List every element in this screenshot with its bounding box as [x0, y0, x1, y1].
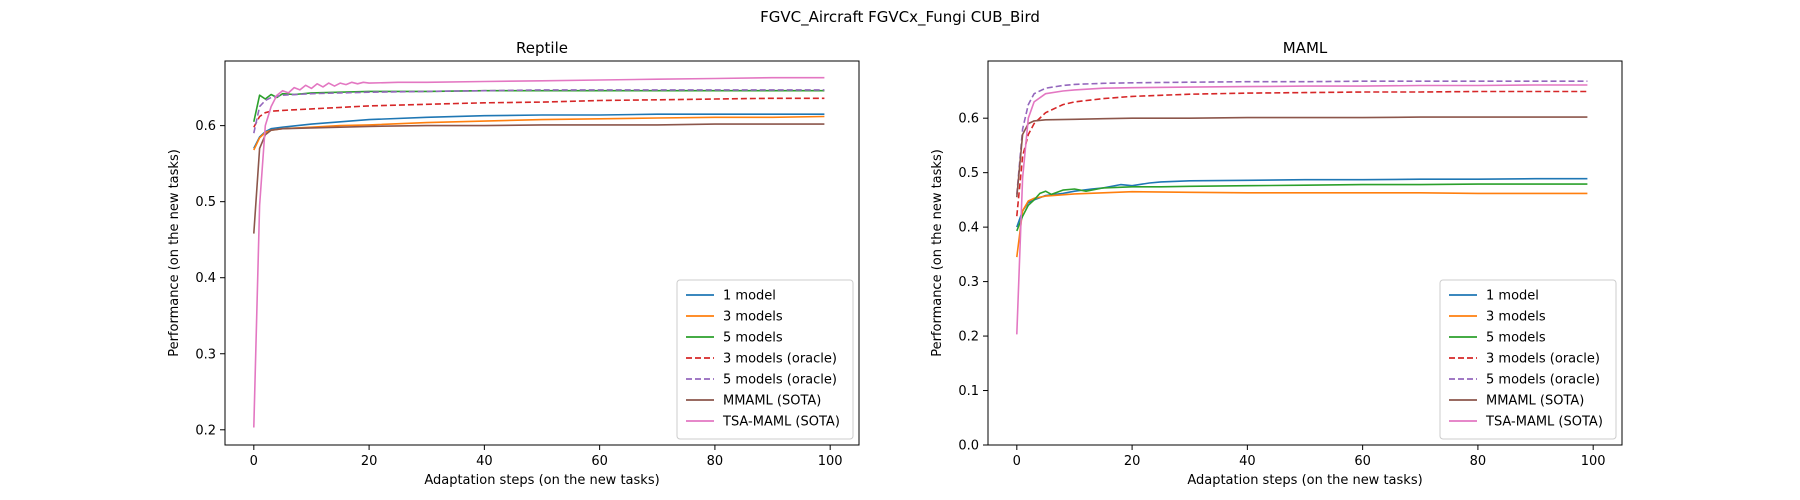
maml-series-line-7 — [1016, 84, 1588, 335]
reptile-legend-label-6: MMAML (SOTA) — [723, 394, 821, 409]
maml-legend-label-7: TSA-MAML (SOTA) — [1485, 415, 1603, 430]
reptile-legend-label-1: 1 model — [723, 289, 776, 304]
figure-suptitle: FGVC_Aircraft FGVCx_Fungi CUB_Bird — [760, 8, 1040, 27]
maml-x-tick-label: 0 — [1013, 454, 1021, 469]
reptile-legend: 1 model 3 models 5 models 3 models (oracle)… — [676, 279, 854, 440]
maml-series-line-6 — [1016, 116, 1588, 198]
reptile-x-axis-label: Adaptation steps (on the new tasks) — [424, 473, 659, 488]
maml-x-tick-label: 80 — [1470, 454, 1487, 469]
maml-y-tick-label: 0.6 — [958, 112, 979, 127]
reptile-x-tick-label: 100 — [818, 454, 843, 469]
reptile-chart-panel: 0 20 40 60 80 100 0.2 0.3 0.4 0.5 0.6 Reptile Adapta… — [167, 39, 860, 488]
maml-chart-title: MAML — [1283, 39, 1328, 57]
reptile-y-axis-label: Performance (on the new tasks) — [167, 149, 182, 357]
maml-y-tick-label: 0.2 — [958, 330, 979, 345]
reptile-y-tick-label: 0.4 — [195, 271, 216, 286]
reptile-y-tick-label: 0.6 — [195, 119, 216, 134]
reptile-y-tick-label: 0.2 — [195, 423, 216, 438]
maml-y-tick-label: 0.0 — [958, 439, 979, 454]
maml-legend-label-3: 5 models — [1486, 331, 1546, 346]
reptile-series-line-6 — [253, 123, 825, 234]
reptile-legend-label-5: 5 models (oracle) — [723, 373, 837, 388]
maml-chart-panel: 0 20 40 60 80 100 0.0 0.1 0.2 0.3 0.4 0.5 0.6 MAML Ada… — [930, 39, 1623, 488]
maml-x-tick-label: 20 — [1124, 454, 1141, 469]
maml-series-line-4 — [1016, 90, 1588, 217]
reptile-series-line-1 — [253, 113, 825, 149]
reptile-x-tick-label: 80 — [707, 454, 724, 469]
maml-legend-label-4: 3 models (oracle) — [1486, 352, 1600, 367]
reptile-series-line-2 — [253, 115, 825, 151]
reptile-series-line-7 — [253, 76, 825, 428]
maml-series-line-1 — [1016, 177, 1588, 228]
reptile-legend-label-7: TSA-MAML (SOTA) — [722, 415, 840, 430]
maml-x-axis-label: Adaptation steps (on the new tasks) — [1187, 473, 1422, 488]
maml-legend-label-2: 3 models — [1486, 310, 1546, 325]
maml-legend-label-6: MMAML (SOTA) — [1486, 394, 1584, 409]
reptile-x-tick-label: 0 — [250, 454, 258, 469]
maml-axes-frame — [987, 60, 1623, 446]
maml-legend-label-1: 1 model — [1486, 289, 1539, 304]
maml-legend-label-5: 5 models (oracle) — [1486, 373, 1600, 388]
reptile-legend-box — [676, 279, 854, 440]
maml-series-line-2 — [1016, 190, 1588, 258]
reptile-series-line-5 — [253, 89, 825, 134]
reptile-axes-frame — [224, 60, 860, 446]
maml-series-line-5 — [1016, 80, 1588, 195]
reptile-y-tick-label: 0.5 — [195, 195, 216, 210]
maml-y-tick-label: 0.1 — [958, 384, 979, 399]
maml-y-tick-label: 0.4 — [958, 221, 979, 236]
maml-x-tick-label: 100 — [1581, 454, 1606, 469]
maml-legend: 1 model 3 models 5 models 3 models (oracle)… — [1439, 279, 1617, 440]
maml-y-axis-label: Performance (on the new tasks) — [930, 149, 945, 357]
reptile-series-line-4 — [253, 97, 825, 128]
reptile-x-tick-label: 60 — [591, 454, 608, 469]
maml-x-tick-label: 40 — [1239, 454, 1256, 469]
reptile-x-tick-label: 20 — [361, 454, 378, 469]
reptile-legend-label-4: 3 models (oracle) — [723, 352, 837, 367]
maml-x-tick-label: 60 — [1354, 454, 1371, 469]
reptile-legend-label-2: 3 models — [723, 310, 783, 325]
maml-y-tick-label: 0.3 — [958, 275, 979, 290]
reptile-legend-label-3: 5 models — [723, 331, 783, 346]
maml-y-tick-label: 0.5 — [958, 166, 979, 181]
maml-series-line-3 — [1016, 183, 1588, 232]
reptile-y-tick-label: 0.3 — [195, 347, 216, 362]
reptile-x-tick-label: 40 — [476, 454, 493, 469]
maml-legend-box — [1439, 279, 1617, 440]
reptile-chart-title: Reptile — [516, 39, 568, 57]
